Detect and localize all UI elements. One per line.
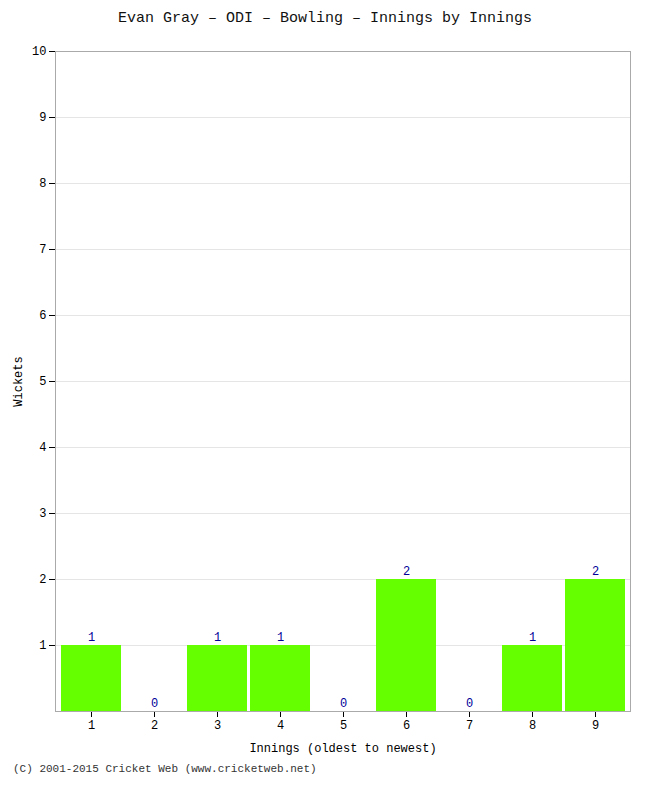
html-text:Evan Gray – ODI – Bowling – In: Evan Gray – ODI – Bowling – Innings by I…: [118, 10, 532, 27]
svg-text:1: 1: [529, 631, 536, 645]
svg-text:5: 5: [340, 719, 347, 733]
svg-text:2: 2: [403, 565, 410, 579]
svg-text:0: 0: [340, 697, 347, 711]
svg-text:7: 7: [466, 719, 473, 733]
svg-text:1: 1: [88, 719, 95, 733]
svg-text:1: 1: [277, 631, 284, 645]
svg-text:Innings (oldest to newest): Innings (oldest to newest): [249, 742, 436, 756]
svg-text:2: 2: [151, 719, 158, 733]
svg-text:6: 6: [39, 309, 46, 323]
svg-text:9: 9: [39, 111, 46, 125]
svg-text:3: 3: [39, 507, 46, 521]
svg-text:4: 4: [277, 719, 284, 733]
svg-text:1: 1: [39, 639, 46, 653]
svg-text:1: 1: [88, 631, 95, 645]
svg-text:8: 8: [39, 177, 46, 191]
svg-text:6: 6: [403, 719, 410, 733]
svg-text:3: 3: [214, 719, 221, 733]
svg-text:8: 8: [529, 719, 536, 733]
svg-text:2: 2: [592, 565, 599, 579]
svg-text:0: 0: [151, 697, 158, 711]
svg-text:7: 7: [39, 243, 46, 257]
svg-text:Wickets: Wickets: [12, 356, 26, 406]
html-text:(C) 2001-2015 Cricket Web (www: (C) 2001-2015 Cricket Web (www.cricketwe…: [13, 763, 317, 775]
svg-text:4: 4: [39, 441, 46, 455]
svg-text:9: 9: [592, 719, 599, 733]
svg-text:2: 2: [39, 573, 46, 587]
svg-text:0: 0: [466, 697, 473, 711]
svg-text:1: 1: [214, 631, 221, 645]
svg-text:10: 10: [32, 45, 46, 59]
svg-text:5: 5: [39, 375, 46, 389]
